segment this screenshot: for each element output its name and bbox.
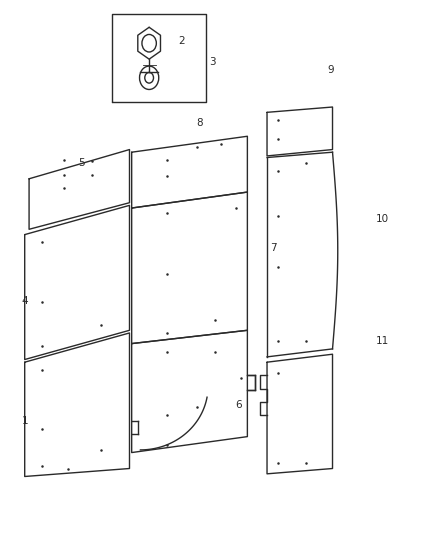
Text: 5: 5 <box>78 158 85 168</box>
Text: 2: 2 <box>179 36 185 45</box>
Text: 4: 4 <box>21 296 28 306</box>
Text: 10: 10 <box>376 214 389 224</box>
Text: 7: 7 <box>270 243 277 253</box>
Text: 9: 9 <box>327 65 334 75</box>
Text: 11: 11 <box>376 336 389 346</box>
Text: 8: 8 <box>196 118 203 128</box>
Text: 3: 3 <box>209 57 216 67</box>
Text: 1: 1 <box>21 416 28 426</box>
Text: 6: 6 <box>235 400 242 410</box>
